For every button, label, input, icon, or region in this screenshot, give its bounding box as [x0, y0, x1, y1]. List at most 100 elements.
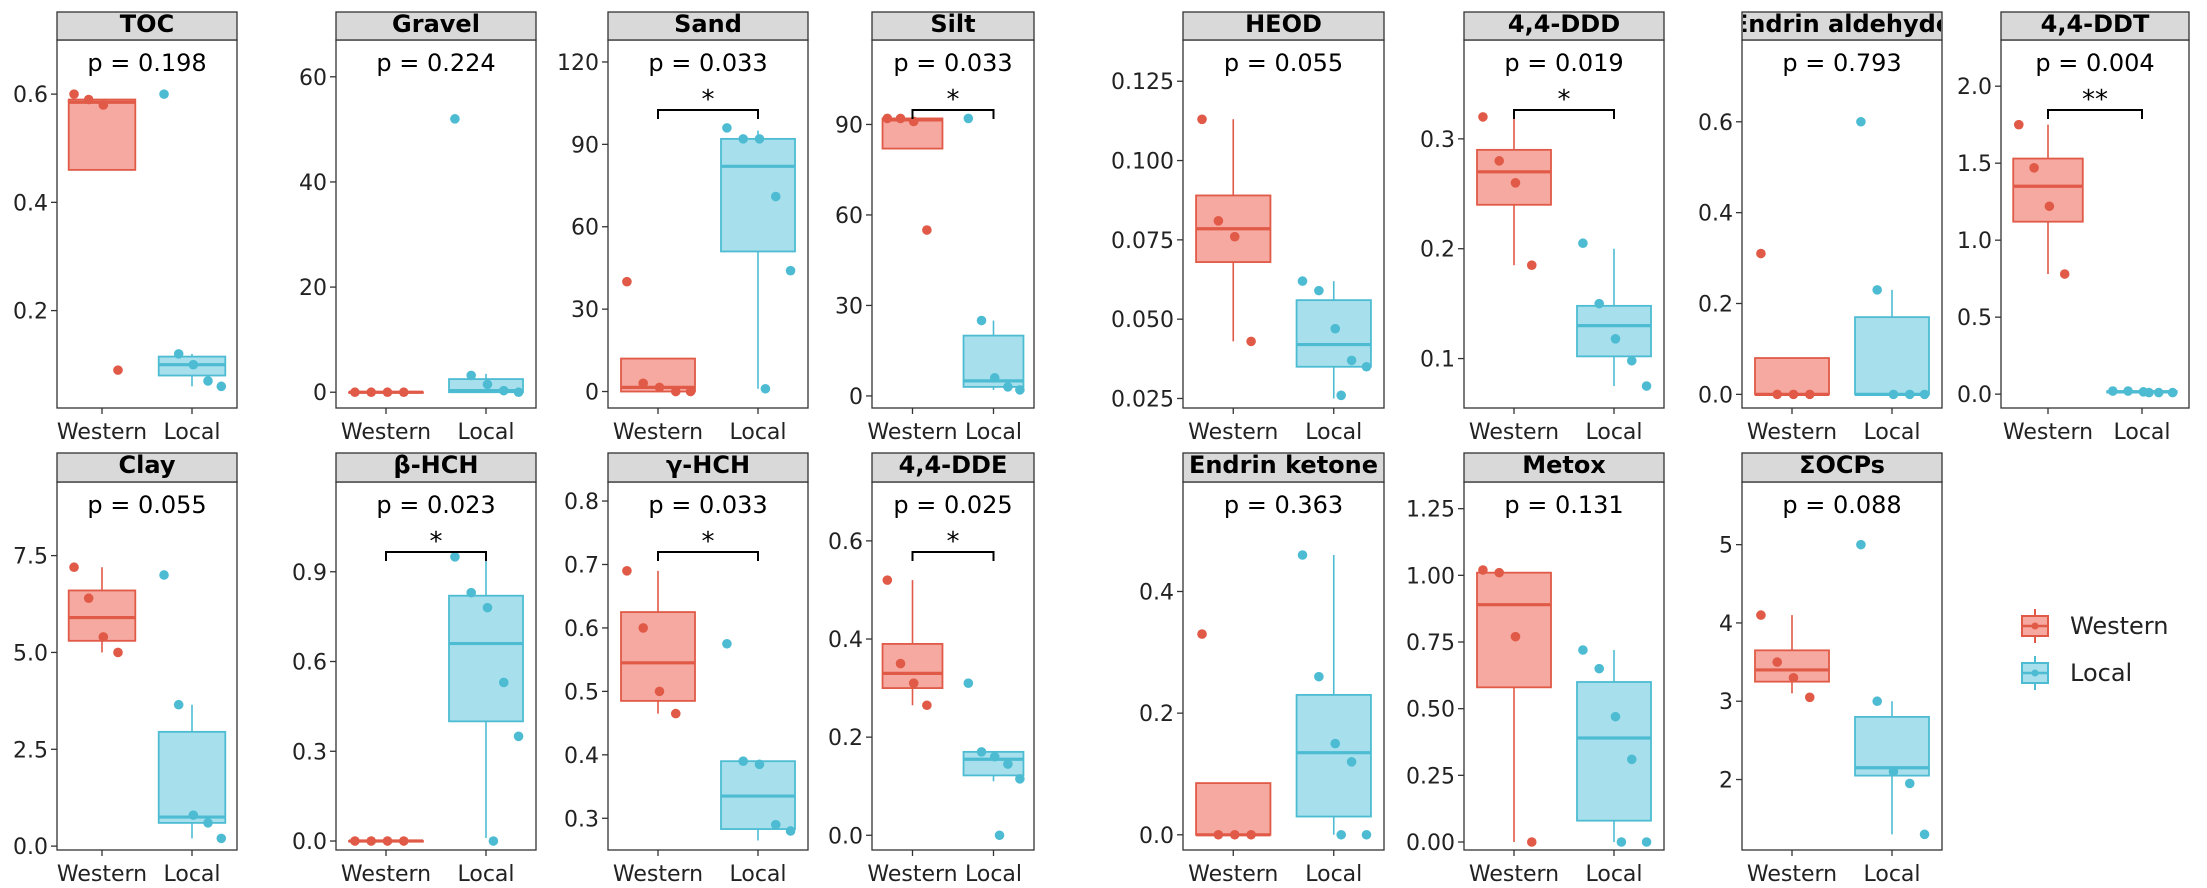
- y-tick-label: 30: [571, 298, 599, 323]
- panel-title: Sand: [674, 10, 742, 38]
- strip-header: [1741, 11, 1943, 41]
- western-point: [113, 365, 123, 375]
- western-point: [908, 116, 919, 127]
- local-point: [1594, 298, 1604, 309]
- local-point: [1856, 116, 1866, 127]
- western-point: [895, 113, 906, 124]
- y-tick-label: 5: [1719, 534, 1733, 559]
- western-point: [1526, 260, 1537, 270]
- x-tick-label: Western: [613, 420, 703, 445]
- significance-bracket: [911, 109, 995, 119]
- local-point: [738, 134, 748, 144]
- western-point: [1788, 672, 1799, 683]
- local-point: [2107, 386, 2118, 396]
- western-point: [922, 225, 932, 235]
- x-tick-label: Local: [729, 862, 786, 887]
- panel-0: TOC 0.2 0.4 0.6 Western Local p = 0.198: [13, 11, 238, 445]
- western-point: [398, 836, 409, 846]
- y-tick-label: 90: [835, 113, 863, 138]
- local-point: [498, 385, 509, 396]
- x-tick-label: Local: [729, 420, 786, 445]
- x-tick-label: Local: [1305, 862, 1362, 887]
- legend-key-western: [2021, 609, 2049, 643]
- y-tick-label: 0.2: [1698, 293, 1733, 318]
- x-tick-label: Western: [1747, 862, 1837, 887]
- strip-header: [335, 11, 537, 41]
- panel-8: Clay 0.0 2.5 5.0 7.5 Western Local p = 0.055: [13, 451, 238, 887]
- y-tick-label: 40: [299, 171, 327, 196]
- local-point: [1610, 711, 1621, 722]
- y-tick-label: 0.7: [564, 553, 599, 578]
- local-point: [1616, 837, 1627, 847]
- local-point: [1336, 390, 1346, 401]
- western-point: [69, 562, 79, 573]
- y-tick-label: 0.6: [1698, 111, 1733, 136]
- x-tick-label: Local: [2113, 420, 2170, 445]
- y-tick-label: 0.3: [292, 740, 327, 765]
- y-tick-label: 0.00: [1406, 831, 1455, 856]
- y-tick-label: 0.6: [564, 617, 599, 642]
- western-point: [1478, 112, 1488, 122]
- local-point: [963, 678, 974, 688]
- significance-stars: *: [430, 527, 443, 557]
- local-point: [1888, 766, 1899, 777]
- western-point: [922, 700, 932, 711]
- local-point: [203, 818, 213, 828]
- panel-title: Clay: [119, 451, 176, 479]
- strip-header: [607, 11, 809, 41]
- y-tick-label: 1.25: [1406, 498, 1455, 523]
- y-tick-label: 0.4: [564, 744, 599, 769]
- y-tick-label: 1.0: [1957, 229, 1992, 254]
- y-tick-label: 20: [299, 276, 327, 301]
- western-point: [1494, 567, 1504, 578]
- y-tick-label: 0.2: [1139, 702, 1174, 727]
- significance-stars: **: [2082, 85, 2108, 115]
- local-point: [785, 826, 796, 836]
- local-box: [1576, 681, 1652, 822]
- local-point: [1297, 550, 1308, 560]
- x-tick-label: Western: [867, 862, 957, 887]
- local-point: [989, 373, 1000, 383]
- y-tick-label: 0.5: [564, 680, 599, 705]
- western-point: [382, 387, 393, 398]
- x-tick-label: Local: [1585, 862, 1642, 887]
- legend-label-local: Local: [2070, 659, 2132, 687]
- y-tick-label: 0.100: [1111, 150, 1174, 175]
- x-tick-label: Western: [57, 420, 147, 445]
- panel-3: Silt 0 30 60 90 Western Local p = 0.033 *: [835, 11, 1035, 445]
- local-point: [994, 830, 1005, 841]
- western-box: [2012, 157, 2084, 223]
- y-tick-label: 4: [1719, 612, 1733, 637]
- western-box: [620, 611, 696, 702]
- local-point: [188, 810, 199, 820]
- western-point: [382, 836, 393, 846]
- western-point: [366, 836, 377, 846]
- x-tick-label: Western: [613, 862, 703, 887]
- western-point: [350, 836, 360, 846]
- local-point: [2123, 386, 2133, 396]
- p-value: p = 0.033: [893, 49, 1012, 77]
- western-point: [69, 89, 79, 99]
- y-tick-label: 0.4: [1698, 202, 1733, 227]
- strip-header: [335, 452, 537, 483]
- local-point: [513, 387, 524, 398]
- p-value: p = 0.023: [376, 491, 495, 519]
- panel-title: 4,4-DDE: [899, 451, 1008, 479]
- p-value: p = 0.025: [893, 491, 1012, 519]
- western-point: [1804, 692, 1815, 703]
- y-tick-label: 0.6: [828, 530, 863, 555]
- western-point: [1756, 248, 1766, 259]
- local-point: [482, 602, 493, 613]
- strip-header: [56, 452, 238, 483]
- local-point: [2144, 387, 2154, 398]
- western-box: [67, 98, 137, 171]
- local-point: [738, 756, 748, 766]
- local-point: [1594, 663, 1604, 674]
- local-point: [216, 833, 227, 844]
- strip-header: [1463, 452, 1665, 483]
- local-point: [1578, 238, 1588, 249]
- panel-title: Endrin ketone: [1189, 451, 1378, 479]
- plot-area: [335, 39, 537, 409]
- local-point: [1904, 389, 1915, 400]
